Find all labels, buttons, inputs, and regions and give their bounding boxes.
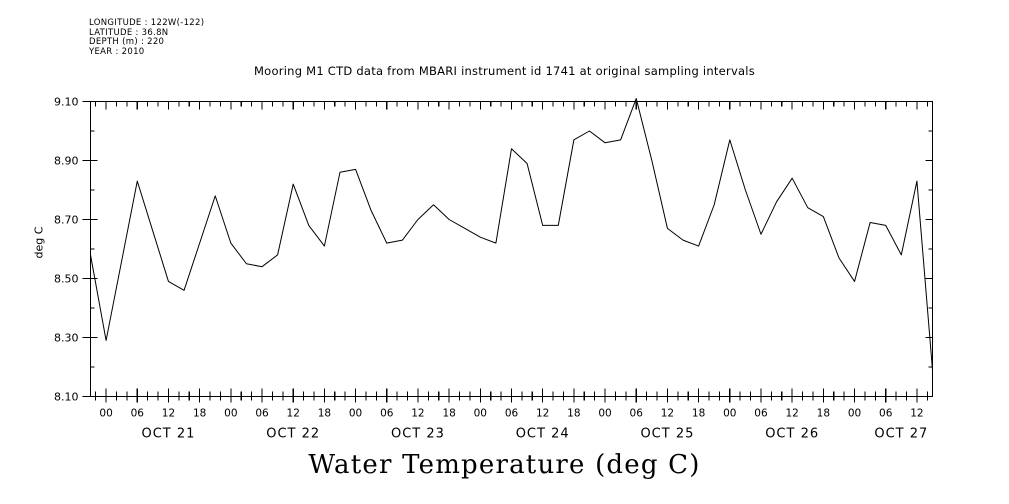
x-day-label: OCT 25 — [640, 427, 694, 442]
x-tick-label: 06 — [380, 408, 394, 420]
x-axis-day-labels: OCT 21 OCT 22 OCT 23 OCT 24 OCT 25 OCT 26 OCT … — [141, 427, 928, 442]
x-tick-label: 06 — [630, 408, 644, 420]
y-tick-label: 8.10 — [54, 391, 79, 404]
y-tick-label: 8.70 — [54, 214, 79, 227]
metadata-block: LONGITUDE : 122W(-122) LATITUDE : 36.8N … — [89, 18, 205, 57]
x-tick-label: 18 — [567, 408, 580, 420]
x-day-label: OCT 27 — [874, 427, 928, 442]
x-tick-label: 12 — [411, 408, 424, 420]
x-axis-ticks — [95, 101, 928, 403]
x-tick-label: 00 — [723, 408, 736, 420]
x-tick-label: 12 — [661, 408, 674, 420]
plot-frame — [89, 100, 934, 398]
y-tick-label: 9.10 — [54, 96, 79, 109]
series-line-water-temperature — [90, 98, 933, 371]
x-tick-label: 18 — [442, 408, 455, 420]
x-axis-tick-labels: 00 06 12 18 00 06 12 18 00 06 12 18 00 06 12 18 00 06 12 18… — [99, 408, 923, 420]
chart-title: Mooring M1 CTD data from MBARI instrumen… — [254, 64, 755, 78]
x-tick-label: 12 — [162, 408, 175, 420]
x-day-label: OCT 22 — [266, 427, 320, 442]
x-tick-label: 12 — [536, 408, 549, 420]
metadata-year: YEAR : 2010 — [89, 46, 145, 57]
x-tick-label: 06 — [255, 408, 269, 420]
x-day-label: OCT 21 — [141, 427, 195, 442]
x-tick-label: 06 — [505, 408, 519, 420]
x-tick-label: 06 — [131, 408, 145, 420]
x-tick-label: 18 — [817, 408, 830, 420]
x-tick-label: 12 — [785, 408, 798, 420]
x-tick-label: 18 — [692, 408, 705, 420]
y-tick-label: 8.50 — [54, 273, 79, 286]
y-tick-label: 8.90 — [54, 155, 79, 168]
y-axis-ticks: 8.10 8.30 8.50 8.70 8.90 9.10 — [54, 96, 933, 404]
x-tick-label: 00 — [99, 408, 112, 420]
x-tick-label: 00 — [598, 408, 611, 420]
x-tick-label: 18 — [193, 408, 206, 420]
x-day-label: OCT 23 — [391, 427, 445, 442]
x-day-label: OCT 24 — [516, 427, 570, 442]
x-tick-label: 06 — [754, 408, 768, 420]
x-tick-label: 00 — [474, 408, 487, 420]
x-tick-label: 12 — [287, 408, 300, 420]
x-day-label: OCT 26 — [765, 427, 819, 442]
y-tick-label: 8.30 — [54, 332, 79, 345]
x-tick-label: 06 — [879, 408, 893, 420]
x-tick-label: 00 — [349, 408, 362, 420]
metadata-longitude: LONGITUDE : 122W(-122) — [89, 18, 205, 28]
metadata-latitude: LATITUDE : 36.8N — [89, 27, 169, 38]
metadata-depth: DEPTH (m) : 220 — [89, 37, 165, 48]
x-tick-label: 00 — [848, 408, 861, 420]
x-tick-label: 00 — [224, 408, 237, 420]
x-axis-caption: Water Temperature (deg C) — [308, 450, 701, 480]
data-series-line — [90, 98, 933, 371]
x-tick-label: 12 — [910, 408, 923, 420]
x-tick-label: 18 — [318, 408, 331, 420]
